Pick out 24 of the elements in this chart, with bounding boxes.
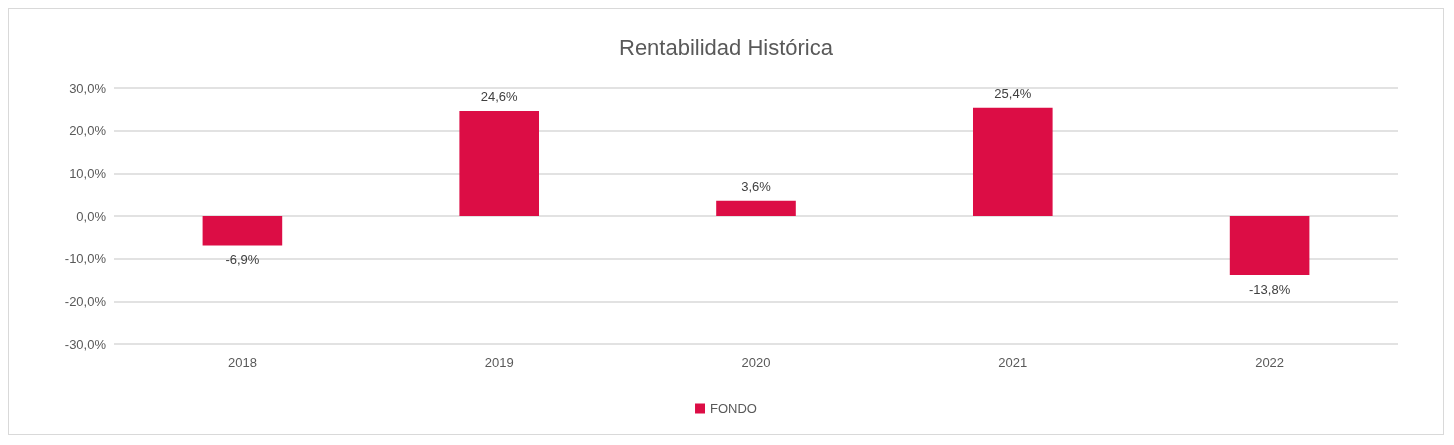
x-tick-label: 2020 [741,355,771,370]
y-tick-label: 20,0% [69,123,107,139]
data-label: 24,6% [480,89,519,105]
data-label: -13,8% [1249,281,1291,297]
legend-label: FONDO [710,401,757,416]
x-tick-label: 2018 [227,355,257,370]
y-tick-label: -30,0% [64,336,107,352]
chart-title: Rentabilidad Histórica [619,34,834,60]
x-tick-label: 2019 [484,355,514,370]
bar [973,107,1053,216]
data-label: 3,6% [741,178,772,194]
data-label: -6,9% [225,252,260,268]
y-tick-label: -10,0% [64,251,107,267]
x-tick-label: 2021 [998,355,1028,370]
y-tick-label: 0,0% [76,208,107,224]
bar [459,111,539,216]
x-tick-label: 2022 [1255,355,1285,370]
bar [716,200,796,216]
y-tick-label: 10,0% [69,165,107,181]
data-label: 25,4% [994,85,1032,101]
bar [1229,216,1310,275]
y-tick-label: 30,0% [69,80,107,96]
y-tick-label: -20,0% [64,293,107,309]
bar [202,216,283,246]
